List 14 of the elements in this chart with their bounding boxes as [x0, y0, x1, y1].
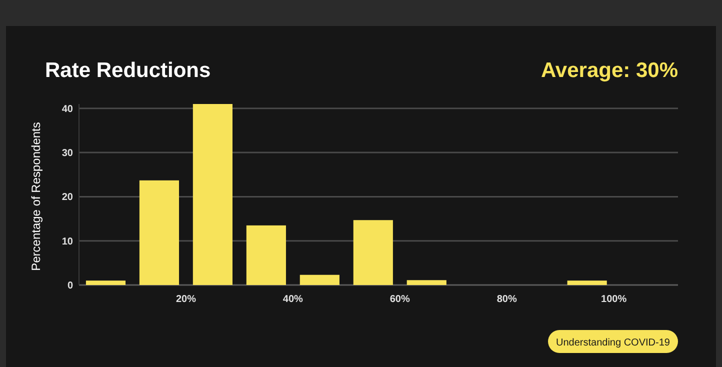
x-tick-label: 100% — [601, 294, 627, 305]
x-tick-label: 60% — [390, 294, 410, 305]
y-tick-label: 40 — [62, 104, 74, 115]
chart-title: Rate Reductions — [45, 59, 211, 82]
y-tick-label: 10 — [62, 236, 74, 248]
x-tick-label: 40% — [282, 294, 304, 305]
y-tick-label: 20 — [62, 192, 74, 204]
x-tick-label: 20% — [176, 294, 196, 305]
y-tick-label: 30 — [62, 148, 74, 160]
y-tick-label: 0 — [67, 280, 74, 292]
text: Understanding COVID-19 — [556, 338, 670, 348]
y-axis-title: Percentage of Respondents — [29, 122, 43, 271]
x-tick-label: 80% — [496, 294, 517, 305]
chart-subtitle: Average: 30% — [541, 59, 678, 82]
